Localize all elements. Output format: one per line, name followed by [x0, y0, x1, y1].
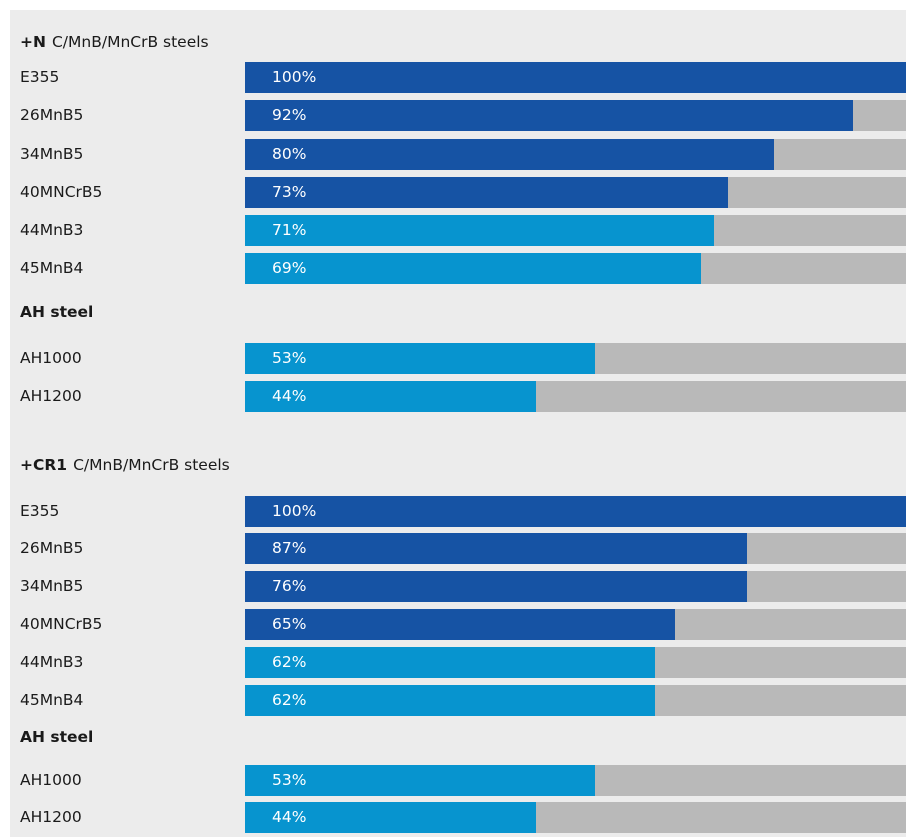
- bar-track: 44%: [245, 381, 906, 412]
- data-label: 44%: [272, 808, 307, 826]
- category-label: 34MnB5: [20, 577, 84, 595]
- bar-track: 100%: [245, 496, 906, 527]
- bar: 69%: [245, 253, 702, 284]
- bar-track: 44%: [245, 802, 906, 833]
- data-label: 53%: [272, 771, 307, 789]
- bar: 44%: [245, 381, 536, 412]
- data-label: 80%: [272, 145, 307, 163]
- bar: 76%: [245, 571, 748, 602]
- bar: 65%: [245, 609, 675, 640]
- bar: 87%: [245, 533, 748, 564]
- category-label: E355: [20, 502, 60, 520]
- bar: 62%: [245, 685, 655, 716]
- bar: 62%: [245, 647, 655, 678]
- data-label: 53%: [272, 349, 307, 367]
- bar: 53%: [245, 765, 596, 796]
- data-label: 62%: [272, 691, 307, 709]
- data-label: 73%: [272, 183, 307, 201]
- data-label: 87%: [272, 539, 307, 557]
- bar-track: 62%: [245, 647, 906, 678]
- category-label: 40MNCrB5: [20, 183, 103, 201]
- data-label: 76%: [272, 577, 307, 595]
- category-label: 44MnB3: [20, 221, 84, 239]
- category-label: E355: [20, 68, 60, 86]
- data-label: 100%: [272, 502, 317, 520]
- bar-track: 65%: [245, 609, 906, 640]
- bar: 92%: [245, 100, 854, 131]
- category-label: AH1200: [20, 387, 82, 405]
- bar-track: 87%: [245, 533, 906, 564]
- data-label: 92%: [272, 106, 307, 124]
- category-label: 45MnB4: [20, 259, 84, 277]
- group-title: AH steel: [20, 303, 94, 321]
- category-label: 26MnB5: [20, 539, 84, 557]
- bar-track: 80%: [245, 139, 906, 170]
- bar-track: 62%: [245, 685, 906, 716]
- category-label: 26MnB5: [20, 106, 84, 124]
- data-label: 65%: [272, 615, 307, 633]
- group-heading: AH steel: [20, 301, 99, 323]
- group-prefix: +CR1: [20, 456, 68, 474]
- group-title: C/MnB/MnCrB steels: [73, 456, 230, 474]
- group-prefix: +N: [20, 33, 46, 51]
- bar: 71%: [245, 215, 715, 246]
- group-title: AH steel: [20, 728, 94, 746]
- data-label: 69%: [272, 259, 307, 277]
- bar: 100%: [245, 62, 906, 93]
- group-heading: AH steel: [20, 726, 99, 748]
- bar: 80%: [245, 139, 774, 170]
- data-label: 71%: [272, 221, 307, 239]
- bar-track: 71%: [245, 215, 906, 246]
- bar-track: 100%: [245, 62, 906, 93]
- bar-track: 76%: [245, 571, 906, 602]
- bar-track: 69%: [245, 253, 906, 284]
- category-label: 44MnB3: [20, 653, 84, 671]
- bar-track: 53%: [245, 343, 906, 374]
- bar-track: 92%: [245, 100, 906, 131]
- category-label: AH1000: [20, 349, 82, 367]
- category-label: 40MNCrB5: [20, 615, 103, 633]
- category-label: AH1000: [20, 771, 82, 789]
- bar-track: 73%: [245, 177, 906, 208]
- category-label: 45MnB4: [20, 691, 84, 709]
- category-label: 34MnB5: [20, 145, 84, 163]
- group-heading: +N C/MnB/MnCrB steels: [20, 31, 209, 53]
- chart-panel: +N C/MnB/MnCrB steels E355 100% 26MnB5 92% 34M…: [10, 10, 906, 837]
- bar: 44%: [245, 802, 536, 833]
- bar: 73%: [245, 177, 728, 208]
- group-title: C/MnB/MnCrB steels: [51, 33, 209, 51]
- category-label: AH1200: [20, 808, 82, 826]
- data-label: 62%: [272, 653, 307, 671]
- data-label: 100%: [272, 68, 317, 86]
- data-label: 44%: [272, 387, 307, 405]
- bar: 53%: [245, 343, 596, 374]
- bar: 100%: [245, 496, 906, 527]
- group-heading: +CR1 C/MnB/MnCrB steels: [20, 454, 230, 476]
- bar-track: 53%: [245, 765, 906, 796]
